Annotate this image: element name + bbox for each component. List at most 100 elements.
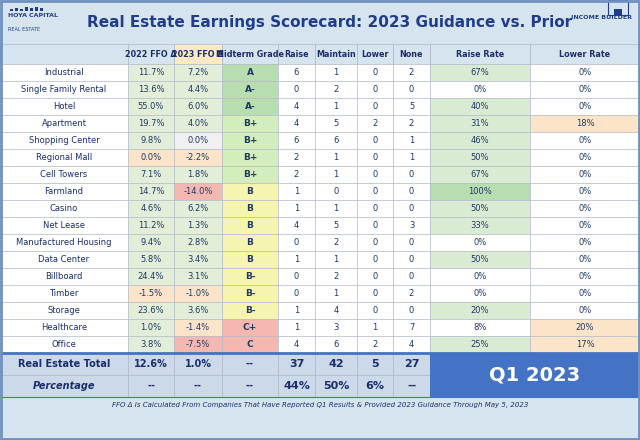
Text: B: B bbox=[246, 238, 253, 247]
Text: -1.5%: -1.5% bbox=[139, 289, 163, 298]
Text: 0%: 0% bbox=[474, 85, 486, 94]
Bar bbox=[222, 64, 278, 81]
Text: 1: 1 bbox=[294, 255, 299, 264]
Bar bbox=[174, 132, 222, 149]
Bar bbox=[15, 7, 18, 11]
Text: 0: 0 bbox=[294, 238, 299, 247]
Bar bbox=[393, 149, 430, 166]
Bar bbox=[315, 217, 357, 234]
Bar bbox=[128, 319, 174, 336]
Text: 0%: 0% bbox=[579, 136, 591, 145]
Text: 0: 0 bbox=[409, 306, 414, 315]
Bar bbox=[357, 353, 393, 375]
Text: 1: 1 bbox=[372, 323, 378, 332]
Text: 1: 1 bbox=[294, 187, 299, 196]
Bar bbox=[608, 0, 628, 15]
Bar bbox=[393, 251, 430, 268]
Text: 3.1%: 3.1% bbox=[188, 272, 209, 281]
Bar bbox=[530, 234, 640, 251]
Text: 0: 0 bbox=[409, 255, 414, 264]
Bar bbox=[430, 353, 640, 397]
Text: B+: B+ bbox=[243, 170, 257, 179]
Bar bbox=[357, 149, 393, 166]
Text: 2.8%: 2.8% bbox=[188, 238, 209, 247]
Bar bbox=[357, 234, 393, 251]
Text: 1: 1 bbox=[409, 153, 414, 162]
Text: 3.4%: 3.4% bbox=[188, 255, 209, 264]
Bar bbox=[393, 285, 430, 302]
Text: 0: 0 bbox=[372, 272, 378, 281]
Bar bbox=[0, 285, 128, 302]
Text: 33%: 33% bbox=[470, 221, 490, 230]
Text: 0: 0 bbox=[409, 272, 414, 281]
Text: Manufactured Housing: Manufactured Housing bbox=[16, 238, 112, 247]
Text: 0: 0 bbox=[294, 289, 299, 298]
Bar bbox=[128, 98, 174, 115]
Bar bbox=[0, 44, 128, 64]
Bar bbox=[222, 81, 278, 98]
Bar bbox=[222, 336, 278, 353]
Text: 50%: 50% bbox=[471, 204, 489, 213]
Bar bbox=[530, 98, 640, 115]
Bar bbox=[174, 353, 222, 375]
Bar bbox=[174, 44, 222, 64]
Bar bbox=[357, 251, 393, 268]
Bar bbox=[315, 251, 357, 268]
Bar bbox=[174, 183, 222, 200]
Text: 20%: 20% bbox=[471, 306, 489, 315]
Bar bbox=[430, 336, 530, 353]
Text: 1: 1 bbox=[333, 255, 339, 264]
Bar bbox=[430, 268, 530, 285]
Text: 0%: 0% bbox=[579, 289, 591, 298]
Bar bbox=[174, 166, 222, 183]
Bar bbox=[174, 217, 222, 234]
Bar bbox=[530, 336, 640, 353]
Text: 0%: 0% bbox=[579, 170, 591, 179]
Text: B: B bbox=[246, 255, 253, 264]
Text: 1: 1 bbox=[333, 170, 339, 179]
Bar bbox=[530, 44, 640, 64]
Text: 0%: 0% bbox=[579, 255, 591, 264]
Text: 6%: 6% bbox=[365, 381, 385, 391]
Bar bbox=[278, 302, 315, 319]
Bar bbox=[0, 64, 128, 81]
Bar bbox=[430, 217, 530, 234]
Bar bbox=[128, 149, 174, 166]
Text: 2: 2 bbox=[372, 340, 378, 349]
Bar bbox=[393, 302, 430, 319]
Bar bbox=[174, 200, 222, 217]
Text: -1.4%: -1.4% bbox=[186, 323, 210, 332]
Bar bbox=[430, 200, 530, 217]
Text: 0: 0 bbox=[372, 255, 378, 264]
Text: 11.7%: 11.7% bbox=[138, 68, 164, 77]
Text: 0%: 0% bbox=[579, 238, 591, 247]
Text: B: B bbox=[246, 187, 253, 196]
Bar bbox=[393, 375, 430, 397]
Bar bbox=[0, 98, 128, 115]
Bar bbox=[393, 132, 430, 149]
Text: 1: 1 bbox=[294, 323, 299, 332]
Text: 2: 2 bbox=[333, 85, 339, 94]
Bar bbox=[222, 234, 278, 251]
Bar bbox=[315, 375, 357, 397]
Text: B: B bbox=[246, 221, 253, 230]
Bar bbox=[0, 397, 640, 416]
Text: B-: B- bbox=[244, 289, 255, 298]
Bar bbox=[315, 115, 357, 132]
Bar bbox=[393, 183, 430, 200]
Text: INCOME BUILDER: INCOME BUILDER bbox=[571, 15, 632, 20]
Bar bbox=[128, 302, 174, 319]
Bar bbox=[278, 44, 315, 64]
Bar bbox=[430, 319, 530, 336]
Bar bbox=[174, 268, 222, 285]
Text: 0: 0 bbox=[409, 204, 414, 213]
Text: 17%: 17% bbox=[576, 340, 595, 349]
Text: 6.0%: 6.0% bbox=[188, 102, 209, 111]
Text: 3.6%: 3.6% bbox=[188, 306, 209, 315]
Bar bbox=[278, 319, 315, 336]
Text: 67%: 67% bbox=[470, 68, 490, 77]
Text: 1: 1 bbox=[409, 136, 414, 145]
Bar bbox=[278, 285, 315, 302]
Bar bbox=[222, 149, 278, 166]
Text: --: -- bbox=[147, 381, 155, 391]
